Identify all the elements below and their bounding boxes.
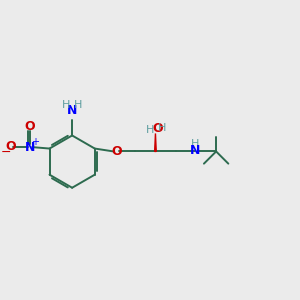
- Text: H: H: [146, 125, 154, 135]
- Text: −: −: [1, 146, 11, 159]
- Text: H: H: [61, 100, 70, 110]
- Text: N: N: [25, 141, 35, 154]
- Text: O: O: [111, 145, 122, 158]
- Text: H: H: [191, 139, 200, 149]
- Text: O: O: [152, 122, 163, 135]
- Text: N: N: [67, 104, 77, 117]
- Text: O: O: [6, 140, 16, 153]
- Text: H: H: [74, 100, 83, 110]
- Text: N: N: [190, 143, 200, 157]
- Text: +: +: [31, 137, 39, 148]
- Text: O: O: [25, 120, 35, 133]
- Polygon shape: [154, 134, 156, 152]
- Text: H: H: [158, 123, 166, 133]
